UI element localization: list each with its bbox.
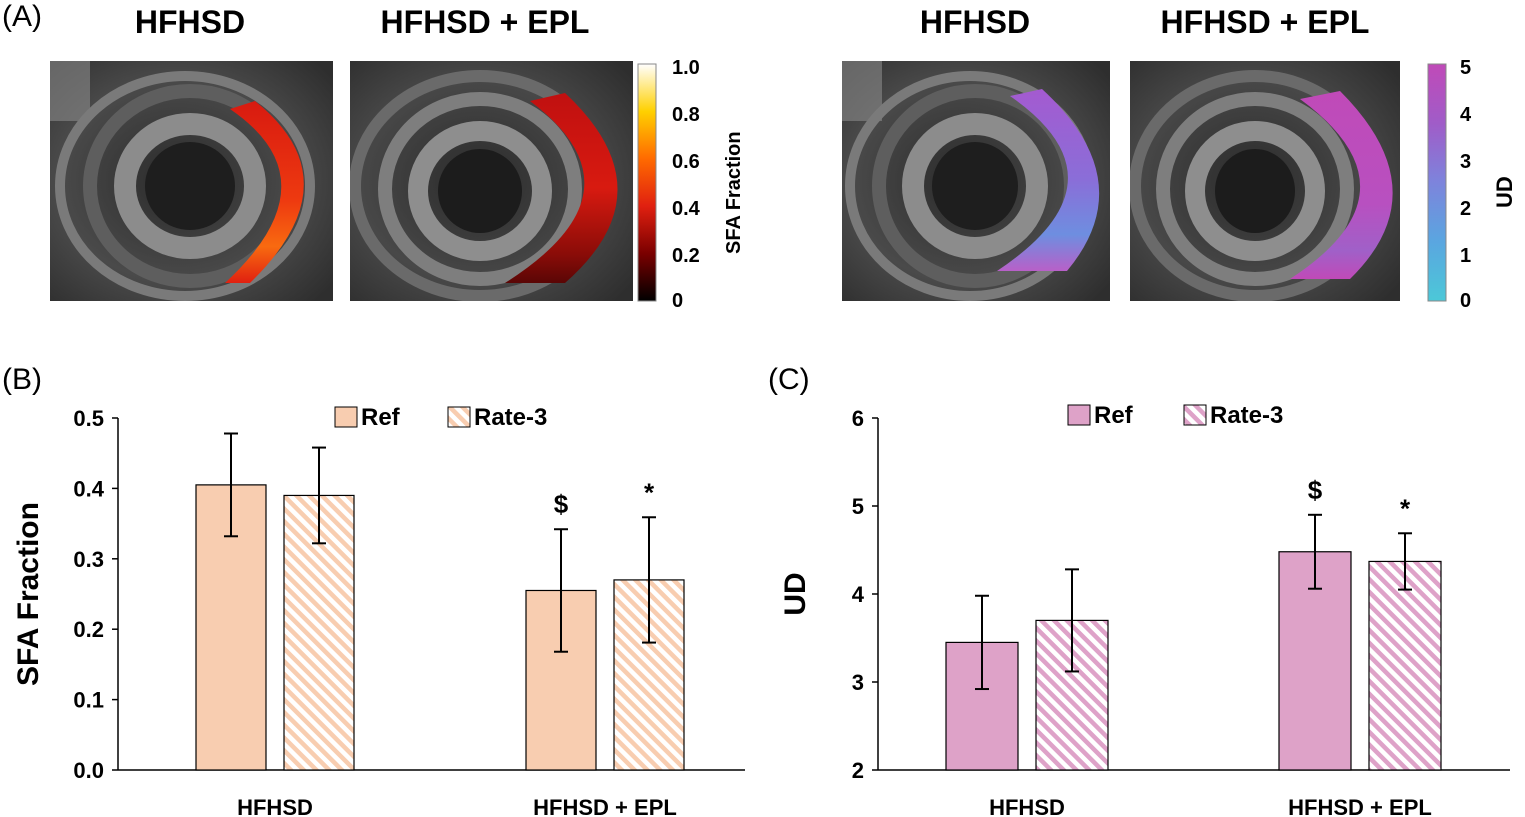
mri-image-sfa-hfhsd bbox=[50, 61, 333, 301]
mri-image-ud-hfhsd bbox=[842, 61, 1110, 301]
legend-label: Rate-3 bbox=[474, 404, 547, 431]
significance-marker: $ bbox=[554, 489, 569, 519]
ud-colorbar-tick: 2 bbox=[1460, 198, 1471, 220]
chart-c-ud: (C) 2 3 4 5 6 UD HFHSD HFHSD + EPL $ * Ref Rate-3 bbox=[768, 363, 1510, 817]
sfa-colorbar-tick: 0.4 bbox=[672, 198, 701, 220]
legend-label: Ref bbox=[1094, 402, 1134, 429]
ud-colorbar: 5 4 3 2 1 0 UD bbox=[1427, 58, 1517, 308]
y-tick-label: 0.2 bbox=[73, 617, 104, 642]
x-category-label: HFHSD + EPL bbox=[533, 795, 677, 817]
significance-marker: $ bbox=[1308, 475, 1323, 505]
ud-title-hfhsd: HFHSD bbox=[919, 4, 1031, 40]
y-tick-label: 0.3 bbox=[73, 547, 104, 572]
mri-image-ud-hfhsd-epl bbox=[1130, 61, 1400, 301]
sfa-colorbar: 1.0 0.8 0.6 0.4 0.2 0 SFA Fraction bbox=[637, 58, 745, 308]
chart-b-sfa-fraction: (B) 0.0 0.1 0.2 0.3 0.4 0.5 SFA Fraction HFHSD HF… bbox=[2, 363, 745, 817]
sfa-colorbar-tick: 0.2 bbox=[672, 245, 700, 267]
ud-title-hfhsd-epl: HFHSD + EPL bbox=[1160, 4, 1370, 40]
y-tick-label: 3 bbox=[852, 670, 864, 695]
significance-marker: * bbox=[644, 477, 655, 507]
y-tick-label: 5 bbox=[852, 494, 864, 519]
y-tick-label: 0.5 bbox=[73, 406, 104, 431]
panel-a-label: (A) bbox=[2, 0, 42, 33]
sfa-title-hfhsd: HFHSD bbox=[134, 4, 246, 40]
legend-swatch bbox=[334, 406, 358, 428]
legend-label: Rate-3 bbox=[1210, 402, 1283, 429]
x-category-label: HFHSD bbox=[989, 795, 1065, 817]
panel-label: (B) bbox=[2, 363, 42, 396]
sfa-colorbar-tick: 1.0 bbox=[672, 58, 700, 79]
ud-colorbar-label: UD bbox=[1492, 176, 1517, 208]
sfa-colorbar-tick: 0 bbox=[672, 290, 683, 308]
significance-marker: * bbox=[1400, 493, 1411, 523]
y-tick-label: 2 bbox=[852, 758, 864, 783]
y-tick-label: 0.0 bbox=[73, 758, 104, 783]
x-category-label: HFHSD bbox=[237, 795, 313, 817]
sfa-title-hfhsd-epl: HFHSD + EPL bbox=[380, 4, 590, 40]
legend-swatch bbox=[1183, 404, 1207, 426]
ud-colorbar-tick: 4 bbox=[1460, 104, 1472, 126]
y-axis-label: UD bbox=[779, 572, 812, 615]
sfa-colorbar-tick: 0.8 bbox=[672, 104, 700, 126]
y-tick-label: 6 bbox=[852, 406, 864, 431]
ud-colorbar-tick: 3 bbox=[1460, 151, 1471, 173]
x-category-label: HFHSD + EPL bbox=[1288, 795, 1432, 817]
sfa-colorbar-tick: 0.6 bbox=[672, 151, 700, 173]
legend-swatch bbox=[447, 406, 471, 428]
ud-colorbar-tick: 0 bbox=[1460, 290, 1471, 308]
bar-rate-3-1 bbox=[613, 579, 685, 771]
y-tick-label: 0.4 bbox=[73, 476, 104, 501]
legend-label: Ref bbox=[361, 404, 401, 431]
y-tick-label: 4 bbox=[852, 582, 865, 607]
sfa-colorbar-label: SFA Fraction bbox=[723, 131, 745, 254]
ud-colorbar-tick: 1 bbox=[1460, 245, 1471, 267]
y-tick-label: 0.1 bbox=[73, 688, 104, 713]
panel-label: (C) bbox=[768, 363, 810, 396]
y-axis-label: SFA Fraction bbox=[12, 502, 45, 686]
mri-image-sfa-hfhsd-epl bbox=[350, 61, 633, 301]
bar-rate-3-1 bbox=[1368, 560, 1442, 771]
legend-swatch bbox=[1067, 404, 1091, 426]
ud-colorbar-tick: 5 bbox=[1460, 58, 1471, 79]
